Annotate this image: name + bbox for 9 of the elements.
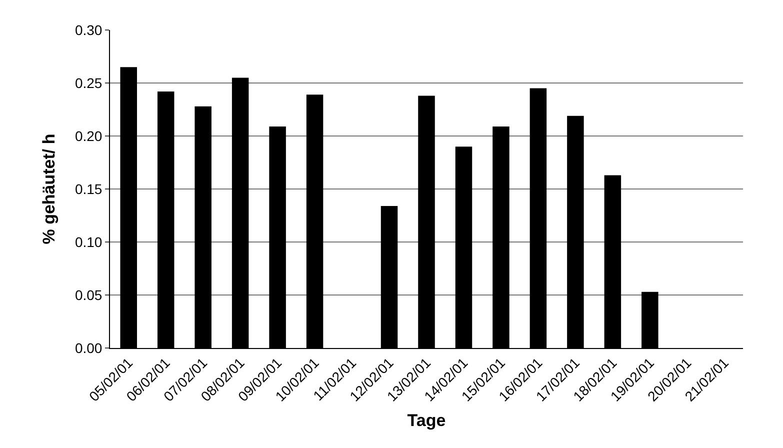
y-axis-title: % gehäutet/ h: [40, 134, 58, 244]
y-tick-label: 0.15: [74, 180, 102, 197]
y-tick-label: 0.05: [74, 286, 102, 303]
y-tick-label: 0.10: [74, 234, 102, 250]
y-tick-label: 0.30: [74, 22, 102, 38]
x-axis-title: Tage: [407, 410, 446, 430]
y-tick-label: 0.20: [74, 128, 102, 144]
y-tick-label: 0.25: [74, 74, 102, 91]
y-tick-label: 0.00: [74, 340, 102, 356]
